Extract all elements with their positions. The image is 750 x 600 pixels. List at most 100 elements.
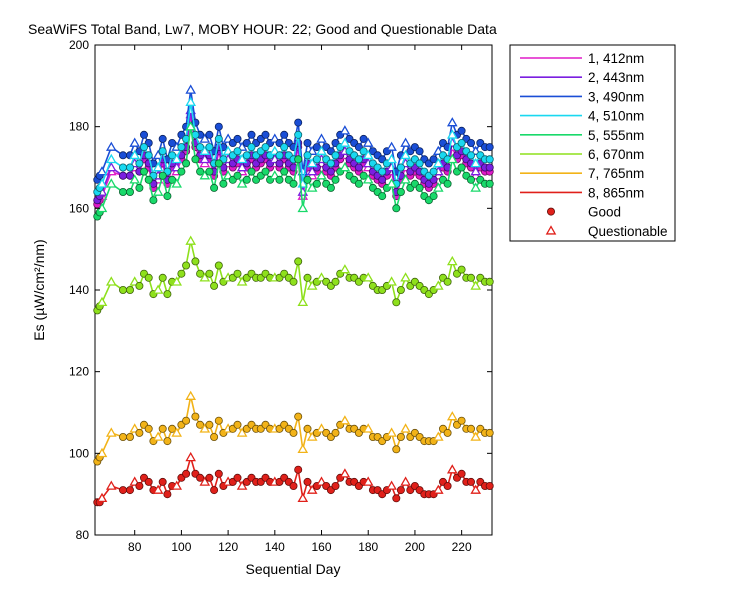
x-tick-label: 200 [405, 540, 425, 554]
good-point [396, 187, 405, 196]
good-point [312, 155, 321, 164]
good-point [158, 273, 167, 282]
good-point [214, 122, 223, 131]
legend: 1, 412nm 2, 443nm 3, 490nm 4, 510nm 5, 555nm… [509, 44, 676, 242]
questionable-point [236, 178, 248, 188]
good-point [149, 196, 158, 205]
good-point [429, 155, 438, 164]
good-point [303, 151, 312, 160]
good-point [214, 134, 223, 143]
legend-entry: 6, 670nm [588, 147, 644, 162]
good-point [326, 183, 335, 192]
good-point [466, 138, 475, 147]
questionable-point [185, 84, 197, 94]
questionable-point [446, 411, 458, 421]
questionable-point [306, 431, 318, 441]
good-point [294, 465, 303, 474]
x-tick-label: 100 [171, 540, 191, 554]
good-point [354, 155, 363, 164]
questionable-point [432, 280, 444, 290]
questionable-point [199, 153, 211, 164]
good-point [191, 412, 200, 421]
good-point [135, 183, 144, 192]
questionable-point [432, 182, 444, 192]
good-point [196, 269, 205, 278]
questionable-point [339, 264, 351, 274]
questionable-point [470, 166, 482, 176]
good-point [158, 134, 167, 143]
good-point [443, 277, 452, 286]
questionable-point [470, 484, 482, 494]
y-tick-label: 180 [69, 120, 89, 134]
good-point [210, 281, 219, 290]
good-point [233, 269, 242, 278]
questionable-point [171, 276, 183, 286]
good-point [233, 147, 242, 156]
good-point [312, 143, 321, 152]
good-point [126, 163, 135, 172]
good-point [485, 163, 494, 172]
good-point [280, 130, 289, 139]
good-point [242, 151, 251, 160]
questionable-point [316, 145, 327, 155]
y-tick-label: 160 [69, 201, 89, 215]
good-point [303, 175, 312, 184]
good-point [392, 494, 401, 503]
good-point [214, 261, 223, 270]
questionable-point [386, 141, 397, 151]
good-point [396, 163, 405, 172]
questionable-point [105, 153, 117, 164]
good-point [378, 167, 387, 176]
good-point [331, 428, 340, 437]
questionable-point [129, 174, 141, 184]
questionable-point [185, 390, 197, 400]
questionable-point [105, 276, 117, 286]
questionable-point [199, 133, 211, 143]
good-point [359, 147, 368, 156]
questionable-point [470, 431, 482, 441]
good-point [196, 420, 205, 429]
good-point [182, 159, 191, 168]
questionable-point [386, 427, 397, 437]
good-point [457, 126, 466, 135]
good-point [182, 416, 191, 425]
questionable-point [400, 137, 411, 147]
good-point [119, 285, 128, 294]
good-point [158, 171, 167, 180]
good-point [280, 143, 289, 152]
good-point [466, 477, 475, 486]
good-point [326, 159, 335, 168]
good-point [378, 192, 387, 201]
questionable-point [362, 149, 374, 160]
good-point [177, 143, 186, 152]
y-tick-label: 100 [69, 446, 89, 460]
questionable-point [362, 174, 374, 184]
good-point [303, 138, 312, 147]
questionable-point [105, 141, 117, 151]
good-point [396, 486, 405, 495]
legend-entry: 4, 510nm [588, 109, 644, 124]
good-point [443, 481, 452, 490]
good-point [359, 171, 368, 180]
good-point [119, 486, 128, 495]
good-point [326, 167, 335, 176]
good-point [466, 151, 475, 160]
questionable-point [96, 166, 108, 176]
good-point [392, 298, 401, 307]
x-tick-label: 120 [218, 540, 238, 554]
questionable-point [362, 137, 374, 147]
questionable-point [386, 276, 397, 286]
good-point [158, 477, 167, 486]
good-point [392, 445, 401, 454]
good-point [214, 159, 223, 168]
questionable-point [171, 480, 183, 490]
questionable-point [171, 178, 183, 188]
good-point [359, 134, 368, 143]
questionable-point [199, 145, 211, 155]
questionable-point [171, 153, 183, 164]
good-point [144, 424, 153, 433]
questionable-point [470, 182, 482, 192]
good-point [163, 290, 172, 299]
good-point [196, 143, 205, 152]
